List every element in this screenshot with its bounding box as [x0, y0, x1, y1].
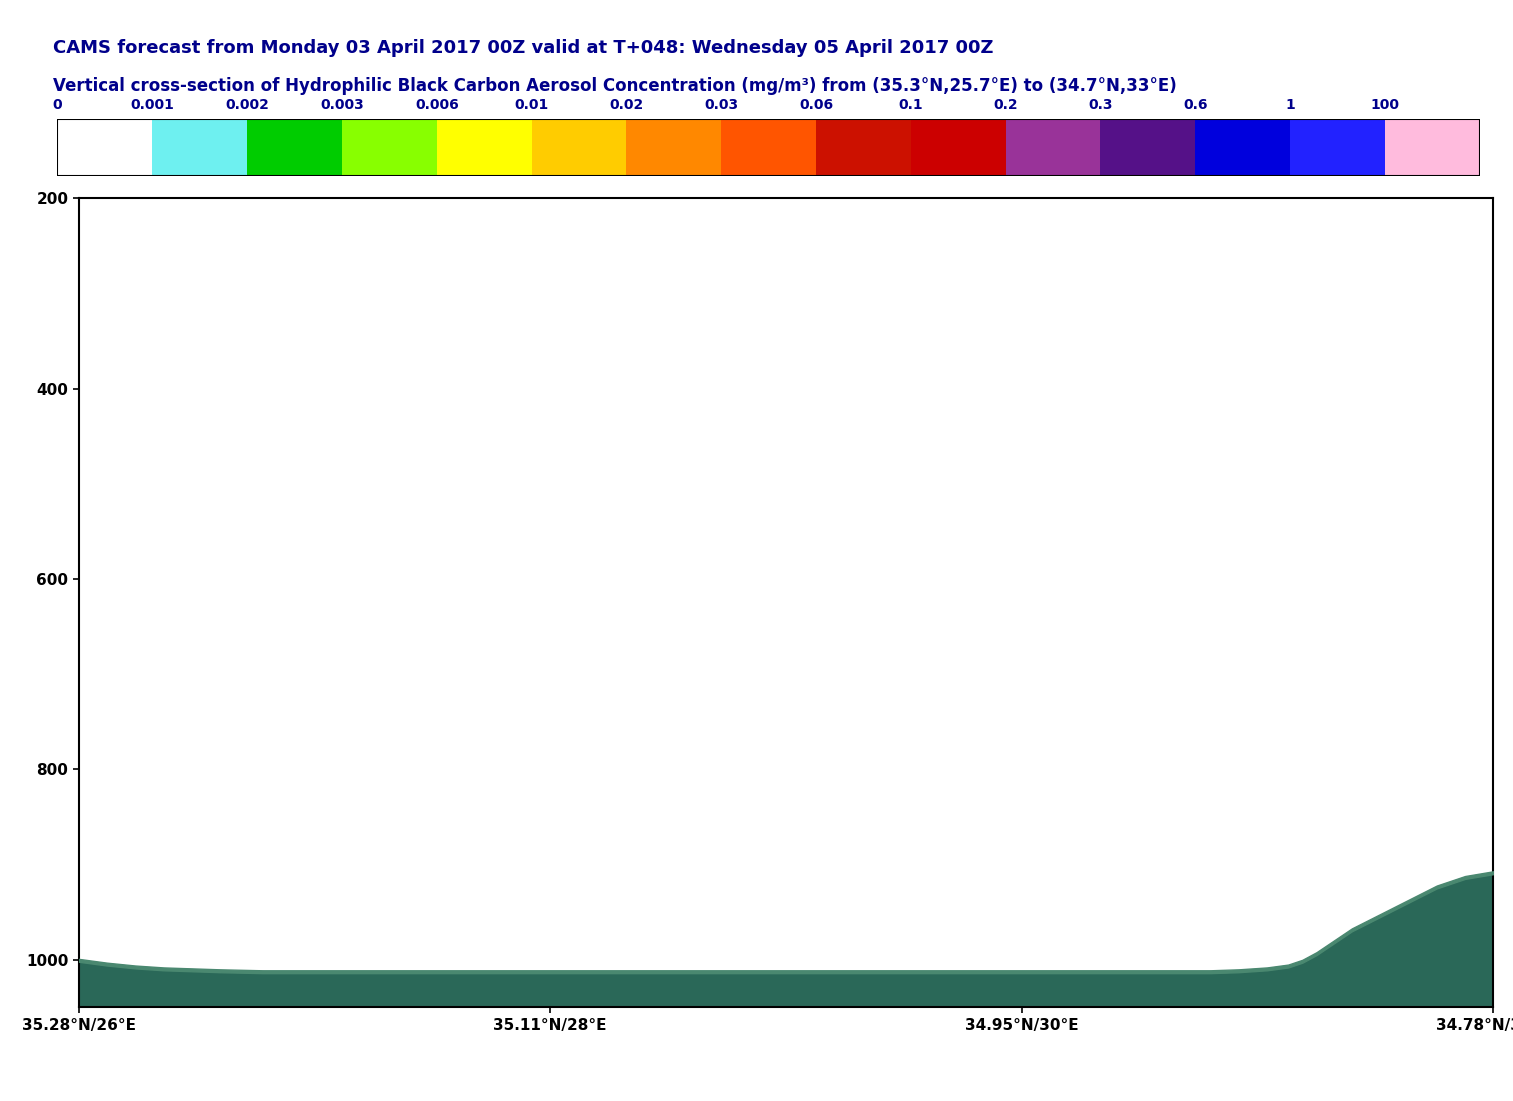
Bar	[342, 119, 437, 176]
Bar	[1195, 119, 1291, 176]
Bar	[247, 119, 342, 176]
Text: 0.003: 0.003	[321, 98, 363, 112]
Bar	[1100, 119, 1195, 176]
Text: 0.2: 0.2	[994, 98, 1018, 112]
Bar	[911, 119, 1006, 176]
Text: 1: 1	[1285, 98, 1295, 112]
Bar	[437, 119, 531, 176]
Bar	[1006, 119, 1100, 176]
Text: 0.03: 0.03	[704, 98, 738, 112]
Text: 0.006: 0.006	[415, 98, 458, 112]
Text: 0: 0	[53, 98, 62, 112]
Bar	[153, 119, 247, 176]
Text: 0.002: 0.002	[225, 98, 269, 112]
Text: 100: 100	[1371, 98, 1400, 112]
Bar	[722, 119, 816, 176]
Bar	[57, 119, 153, 176]
Text: 0.3: 0.3	[1088, 98, 1112, 112]
Bar	[531, 119, 626, 176]
Bar	[1291, 119, 1384, 176]
Bar	[1384, 119, 1480, 176]
Bar	[626, 119, 722, 176]
Text: 0.1: 0.1	[899, 98, 923, 112]
Text: 0.02: 0.02	[610, 98, 643, 112]
Text: Vertical cross-section of Hydrophilic Black Carbon Aerosol Concentration (mg/m³): Vertical cross-section of Hydrophilic Bl…	[53, 77, 1177, 95]
Text: 0.01: 0.01	[514, 98, 549, 112]
Text: 0.001: 0.001	[130, 98, 174, 112]
Text: 0.06: 0.06	[799, 98, 834, 112]
Bar	[816, 119, 911, 176]
Text: CAMS forecast from Monday 03 April 2017 00Z valid at T+048: Wednesday 05 April 2: CAMS forecast from Monday 03 April 2017 …	[53, 39, 994, 56]
Text: 0.6: 0.6	[1183, 98, 1207, 112]
